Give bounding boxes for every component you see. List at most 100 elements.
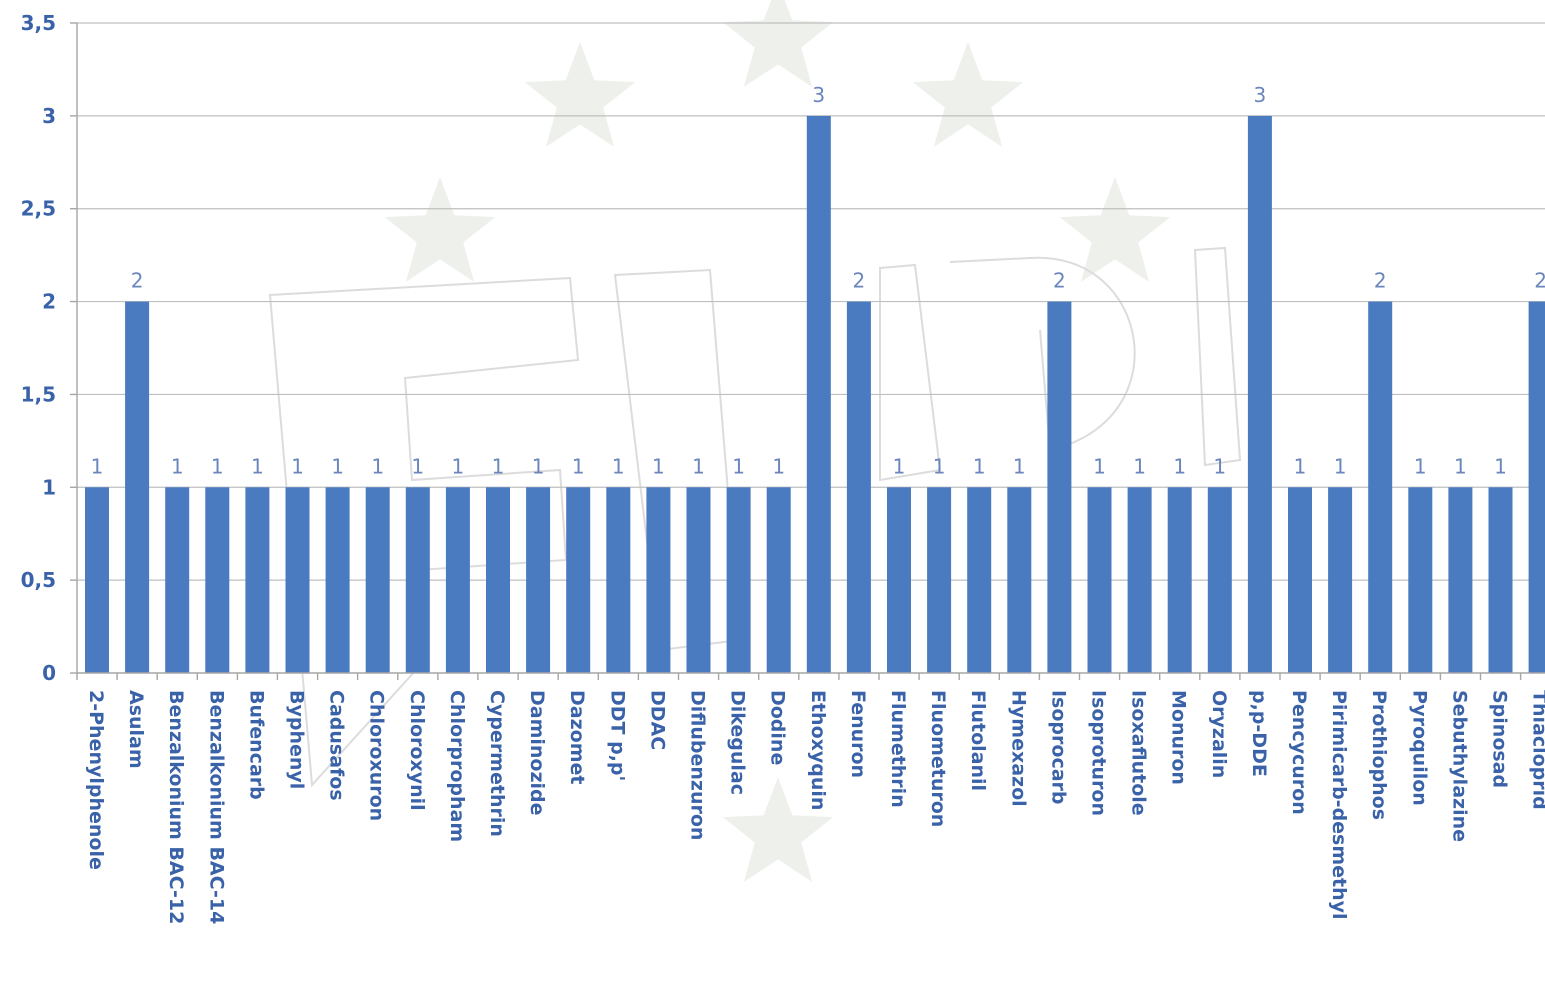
bar-value-label: 2 xyxy=(1053,269,1066,293)
bar xyxy=(245,487,270,673)
bar xyxy=(566,487,591,673)
y-tick-label: 2 xyxy=(42,290,56,314)
bar-value-label: 1 xyxy=(371,454,384,478)
bar xyxy=(1288,487,1312,673)
x-tick-label: 2-Phenylphenole xyxy=(85,690,107,870)
bar-value-label: 1 xyxy=(1334,454,1347,478)
y-tick-label: 0,5 xyxy=(21,568,56,592)
bar xyxy=(1047,301,1072,673)
bar-value-label: 1 xyxy=(612,454,625,478)
bar-value-label: 1 xyxy=(1093,454,1106,478)
y-tick-label: 1,5 xyxy=(21,382,56,406)
watermark-star-5 xyxy=(722,777,834,882)
bar xyxy=(1448,487,1473,673)
bar-value-label: 3 xyxy=(812,83,825,107)
x-tick-label: Benzalkonium BAC-14 xyxy=(205,690,227,924)
watermark-star-1 xyxy=(722,0,834,87)
x-tick-label: DDAC xyxy=(646,690,668,750)
bar-value-label: 1 xyxy=(732,454,745,478)
bar xyxy=(1087,487,1112,673)
bar xyxy=(445,487,470,673)
x-tick-label: Sebuthylazine xyxy=(1448,690,1470,842)
watermark-letter-l xyxy=(1193,246,1242,467)
axes xyxy=(70,22,1545,680)
bar xyxy=(405,487,430,673)
x-tick-label: Fluometuron xyxy=(927,690,949,827)
x-tick-label: Spinosad xyxy=(1489,690,1511,788)
bar-value-label: 1 xyxy=(532,454,545,478)
bar xyxy=(1247,115,1272,673)
bar xyxy=(1207,487,1232,673)
watermark-letter-i xyxy=(613,268,742,652)
x-tick-label: Isoxaflutole xyxy=(1128,690,1150,816)
y-tick-label: 3 xyxy=(42,104,56,128)
bar-value-label: 1 xyxy=(1294,454,1307,478)
x-tick-label: Dikegulac xyxy=(727,690,749,795)
bar-value-label: 3 xyxy=(1254,83,1267,107)
x-tick-label: Cypermethrin xyxy=(486,690,508,837)
bar-value-label: 1 xyxy=(973,454,986,478)
x-tick-label: Isoproturon xyxy=(1088,690,1110,816)
x-tick-label: Bufencarb xyxy=(245,690,267,800)
y-tick-label: 2,5 xyxy=(21,197,56,221)
x-tick-label: Chlorpropham xyxy=(446,690,468,842)
bar xyxy=(686,487,711,673)
bar-value-label: 2 xyxy=(1374,269,1387,293)
x-tick-label: Hymexazol xyxy=(1007,690,1029,807)
bar xyxy=(365,487,390,673)
bar-value-label: 1 xyxy=(893,454,906,478)
bar xyxy=(967,487,992,673)
bar xyxy=(1007,487,1032,673)
x-tick-label: Chloroxuron xyxy=(366,690,388,821)
x-tick-label: Dodine xyxy=(767,690,789,765)
bar xyxy=(1368,301,1393,673)
bar xyxy=(526,487,551,673)
x-tick-label: Oryzalin xyxy=(1208,690,1230,778)
x-tick-label: Cadusafos xyxy=(326,690,348,801)
bar xyxy=(205,487,230,673)
bar xyxy=(927,487,952,673)
bar-value-label: 1 xyxy=(1173,454,1186,478)
bar xyxy=(1167,487,1192,673)
x-tick-label: Ethoxyquin xyxy=(807,690,829,810)
watermark-star-0 xyxy=(524,42,636,147)
bar-value-label: 1 xyxy=(1213,454,1226,478)
watermark-letter-e xyxy=(268,276,580,788)
bar xyxy=(887,487,911,673)
x-tick-label: Pirimicarb-desmethyl xyxy=(1328,690,1350,920)
bar xyxy=(1127,487,1152,673)
bar xyxy=(486,487,510,673)
watermark-star-3 xyxy=(384,177,496,282)
bar-value-label: 1 xyxy=(411,454,424,478)
bar-value-label: 1 xyxy=(452,454,465,478)
watermark-letter-p xyxy=(949,256,1136,452)
bar-value-label: 2 xyxy=(131,269,144,293)
x-tick-label: p,p-DDE xyxy=(1248,690,1270,777)
x-tick-label: DDT p,p' xyxy=(606,690,628,781)
bar xyxy=(646,487,671,673)
x-tick-label: Asulam xyxy=(125,690,147,769)
x-tick-label: Flumethrin xyxy=(887,690,909,808)
bar-value-label: 2 xyxy=(853,269,866,293)
bar-value-label: 1 xyxy=(211,454,224,478)
x-tick-label: Dazomet xyxy=(566,690,588,784)
y-tick-label: 0 xyxy=(42,661,56,685)
y-tick-label: 1 xyxy=(42,475,56,499)
x-tick-label: Benzalkonium BAC-12 xyxy=(165,690,187,924)
bar-value-label: 1 xyxy=(772,454,785,478)
x-tick-label: Diflubenzuron xyxy=(687,690,709,840)
x-tick-label: Fenuron xyxy=(847,690,869,778)
bars xyxy=(85,115,1545,673)
bar xyxy=(165,487,190,673)
bar xyxy=(1408,487,1433,673)
watermark-star-2 xyxy=(912,42,1024,147)
bar-value-label: 1 xyxy=(933,454,946,478)
bar-value-label: 1 xyxy=(91,454,104,478)
x-axis-ticks: 2-Phenylphenole Asulam Benzalkonium BAC-12… xyxy=(85,690,1545,924)
bar-value-label: 1 xyxy=(652,454,665,478)
bar xyxy=(766,487,791,673)
watermark-letter-u xyxy=(879,263,942,482)
bar xyxy=(85,487,109,673)
y-tick-label: 3,5 xyxy=(21,11,56,35)
